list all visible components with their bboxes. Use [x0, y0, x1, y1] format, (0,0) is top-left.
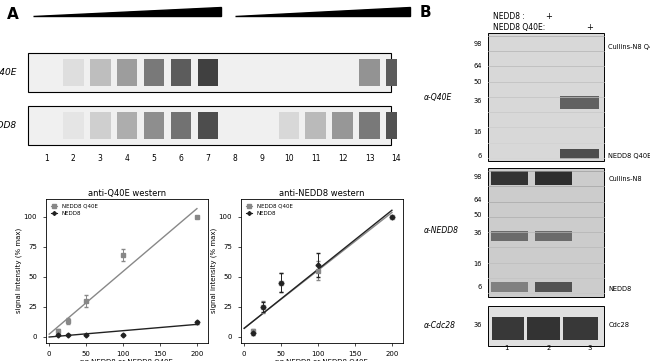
Text: 6: 6: [477, 153, 482, 159]
Bar: [27, 106, 391, 145]
Text: 64: 64: [473, 196, 482, 203]
Text: Cullins-N8: Cullins-N8: [608, 176, 642, 182]
Text: Cdc28: Cdc28: [608, 322, 629, 329]
Bar: [90, 112, 110, 139]
Y-axis label: signal intensity (% max): signal intensity (% max): [211, 228, 217, 313]
Bar: [534, 231, 571, 241]
Text: Cullins-N8 Q40E: Cullins-N8 Q40E: [608, 44, 650, 50]
Legend: NEDD8 Q40E, NEDD8: NEDD8 Q40E, NEDD8: [48, 201, 99, 218]
Text: α-Q40E: α-Q40E: [424, 93, 452, 102]
Bar: [171, 112, 191, 139]
Text: NEDD8: NEDD8: [608, 286, 632, 292]
Text: NEDD8 :: NEDD8 :: [493, 12, 525, 21]
Bar: [527, 317, 560, 340]
Text: α-Cdc28: α-Cdc28: [424, 321, 456, 330]
Bar: [492, 317, 525, 340]
Bar: [491, 171, 528, 185]
X-axis label: ng NEDD8 or NEDD8 Q40E: ng NEDD8 or NEDD8 Q40E: [81, 359, 173, 361]
Bar: [386, 112, 407, 139]
Text: 6: 6: [477, 284, 482, 290]
Text: 3: 3: [588, 345, 592, 351]
Bar: [534, 171, 571, 185]
Text: 64: 64: [473, 63, 482, 69]
Text: A: A: [6, 7, 18, 22]
Text: 16: 16: [473, 261, 482, 267]
Text: 4: 4: [125, 154, 129, 163]
Text: 5: 5: [151, 154, 157, 163]
Bar: [90, 59, 110, 86]
Legend: NEDD8 Q40E, NEDD8: NEDD8 Q40E, NEDD8: [243, 201, 294, 218]
Y-axis label: signal intensity (% max): signal intensity (% max): [16, 228, 22, 313]
Bar: [171, 59, 191, 86]
Text: 14: 14: [392, 154, 401, 163]
Bar: [359, 59, 380, 86]
Bar: [198, 112, 218, 139]
Bar: [534, 282, 571, 292]
Bar: [144, 59, 164, 86]
Text: 98: 98: [473, 174, 482, 180]
Text: NEDD8 Q40E: NEDD8 Q40E: [608, 153, 650, 158]
Text: 16: 16: [473, 129, 482, 135]
Text: 98: 98: [473, 40, 482, 47]
Text: 8: 8: [233, 154, 237, 163]
Bar: [279, 112, 299, 139]
Bar: [63, 112, 84, 139]
Text: 1: 1: [504, 345, 509, 351]
Text: 12: 12: [338, 154, 347, 163]
Text: 2: 2: [71, 154, 76, 163]
Bar: [491, 282, 528, 292]
Bar: [489, 33, 604, 161]
Polygon shape: [33, 8, 222, 16]
Text: NEDD8 Q40E:: NEDD8 Q40E:: [493, 23, 545, 32]
Bar: [27, 53, 391, 92]
Text: 1: 1: [44, 154, 49, 163]
Title: anti-Q40E western: anti-Q40E western: [88, 189, 166, 198]
Text: 36: 36: [473, 322, 482, 329]
Text: B: B: [419, 5, 431, 21]
Bar: [563, 317, 597, 340]
Bar: [489, 168, 604, 297]
Bar: [63, 59, 84, 86]
Bar: [117, 112, 137, 139]
Text: 2: 2: [546, 345, 551, 351]
Text: 36: 36: [473, 230, 482, 236]
Text: α-NEDD8: α-NEDD8: [0, 121, 17, 130]
Bar: [306, 112, 326, 139]
Bar: [560, 149, 599, 159]
Text: 7: 7: [205, 154, 211, 163]
Text: 13: 13: [365, 154, 374, 163]
X-axis label: ng NEDD8 or NEDD8 Q40E: ng NEDD8 or NEDD8 Q40E: [276, 359, 368, 361]
Bar: [117, 59, 137, 86]
Text: 50: 50: [473, 79, 482, 85]
Text: 50: 50: [473, 212, 482, 218]
Text: 9: 9: [259, 154, 265, 163]
Text: 36: 36: [473, 98, 482, 104]
Bar: [198, 59, 218, 86]
Title: anti-NEDD8 western: anti-NEDD8 western: [279, 189, 365, 198]
Bar: [560, 96, 599, 109]
Bar: [144, 112, 164, 139]
Bar: [359, 112, 380, 139]
Bar: [332, 112, 353, 139]
Text: +: +: [545, 12, 552, 21]
Text: 11: 11: [311, 154, 320, 163]
Text: 10: 10: [284, 154, 294, 163]
Text: 6: 6: [179, 154, 183, 163]
Bar: [491, 231, 528, 241]
Bar: [386, 59, 407, 86]
Polygon shape: [235, 8, 410, 16]
Bar: [489, 306, 604, 346]
Text: +: +: [586, 23, 593, 32]
Text: α-Q40E: α-Q40E: [0, 68, 17, 77]
Text: α-NEDD8: α-NEDD8: [424, 226, 459, 235]
Text: 3: 3: [98, 154, 103, 163]
